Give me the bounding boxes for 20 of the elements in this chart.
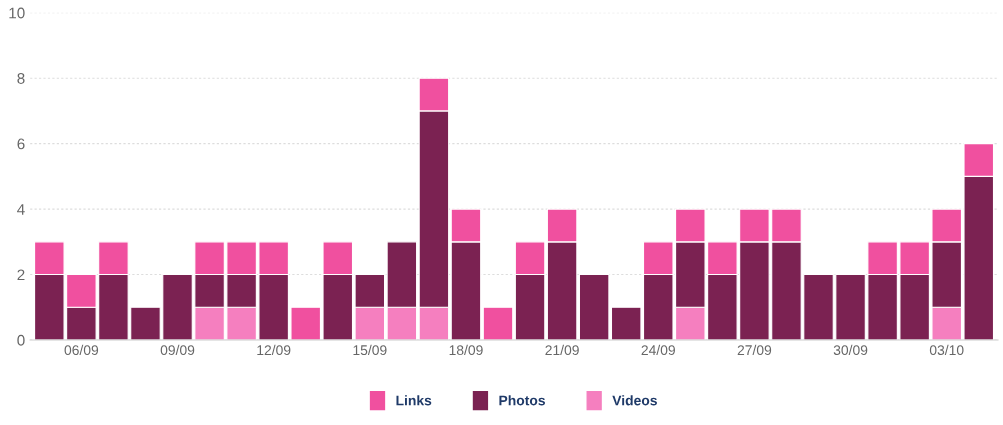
y-tick-label: 6 (17, 138, 25, 150)
y-tick-label: 2 (17, 269, 25, 281)
x-tick-label: 15/09 (353, 344, 387, 356)
y-tick-label: 10 (9, 7, 25, 19)
legend-label: Photos (499, 395, 545, 406)
legend-label: Videos (612, 395, 657, 406)
legend-label: Links (396, 395, 432, 406)
x-tick-label: 21/09 (545, 344, 579, 356)
x-tick-label: 06/09 (64, 344, 99, 356)
x-tick-label: 30/09 (833, 344, 868, 356)
x-tick-label: 12/09 (257, 344, 291, 356)
x-tick-label: 24/09 (641, 344, 675, 356)
y-tick-label: 0 (17, 334, 25, 346)
y-tick-label: 4 (17, 204, 25, 215)
x-tick-label: 03/10 (929, 344, 964, 356)
x-tick-label: 18/09 (449, 344, 483, 356)
bar (482, 306, 514, 340)
y-tick-label: 8 (17, 73, 25, 84)
x-tick-label: 09/09 (160, 344, 195, 356)
x-tick-label: 27/09 (737, 344, 772, 356)
